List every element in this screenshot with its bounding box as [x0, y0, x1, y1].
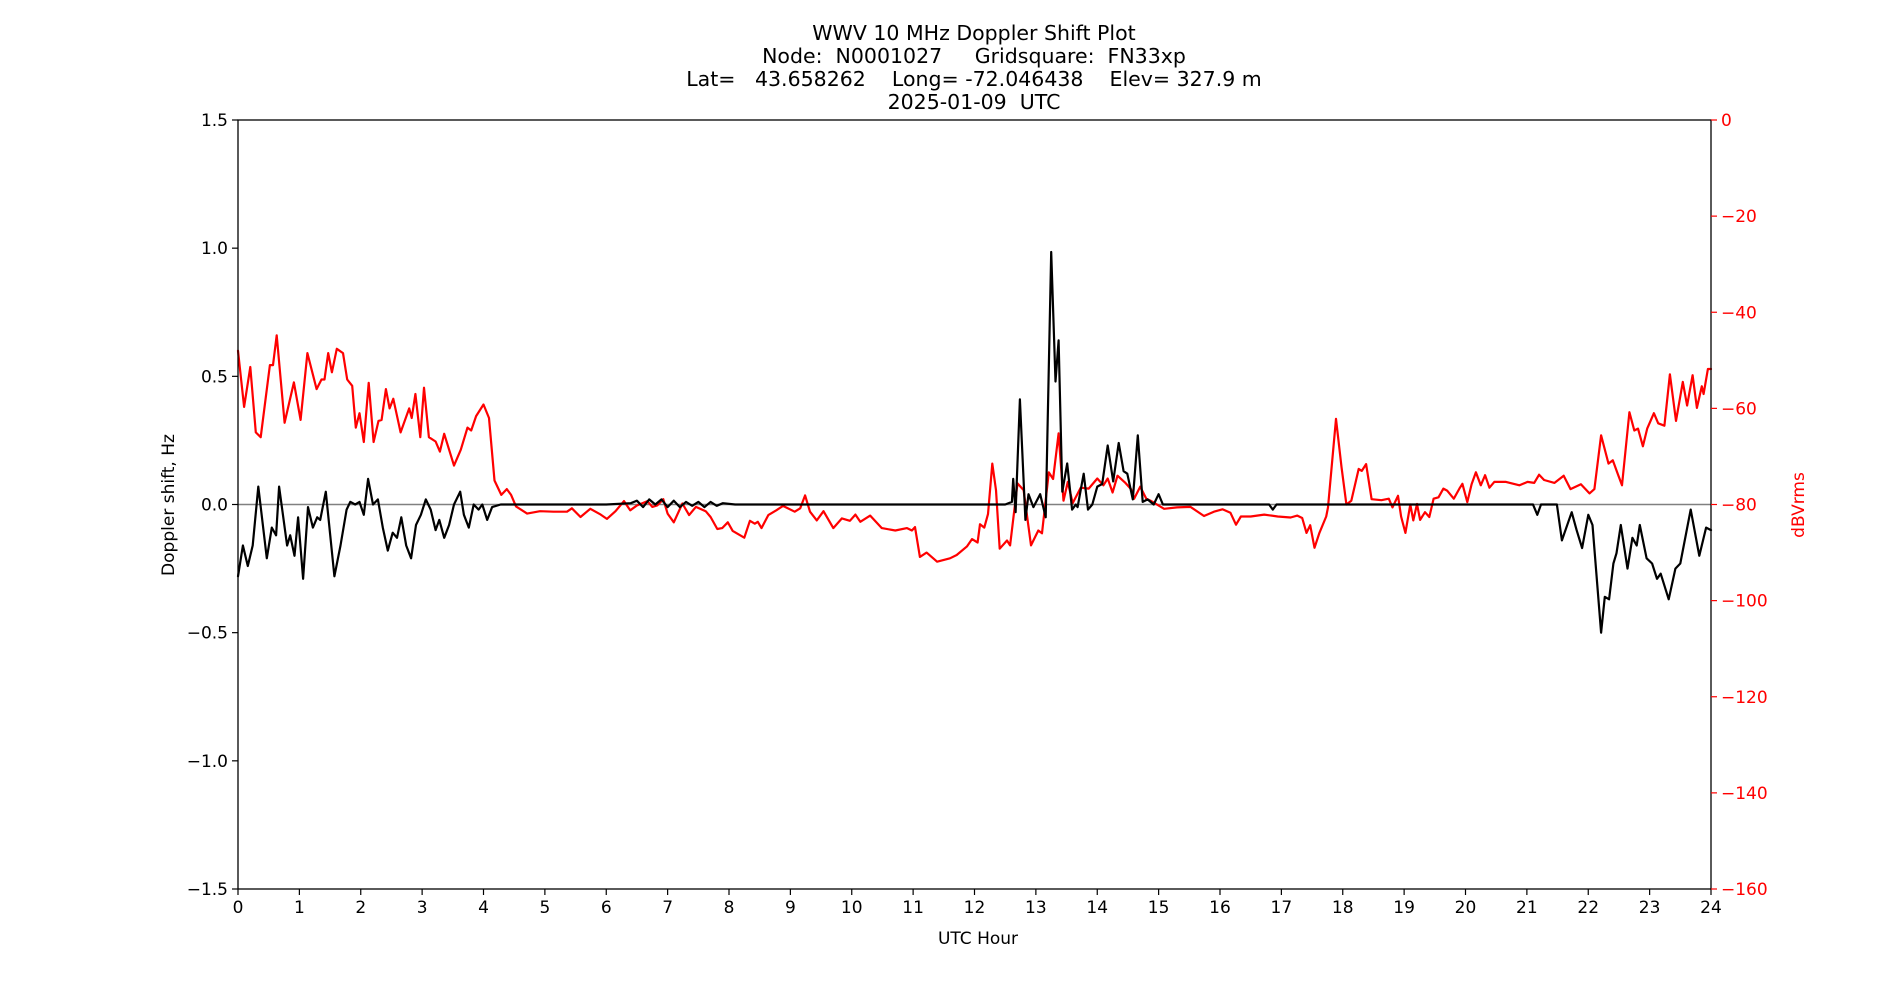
- x-tick-label: 12: [964, 898, 986, 918]
- x-tick-label: 5: [539, 898, 550, 918]
- x-tick-label: 1: [294, 898, 305, 918]
- x-tick-label: 13: [1025, 898, 1047, 918]
- x-tick-label: 16: [1209, 898, 1231, 918]
- y-tick-label-left: −0.5: [187, 624, 228, 644]
- signal-level-series: [236, 334, 1713, 563]
- x-tick-label: 15: [1148, 898, 1170, 918]
- y-tick-label-left: −1.0: [187, 752, 228, 772]
- y-tick-label-right: −80: [1721, 496, 1757, 516]
- x-tick-label: 0: [233, 898, 244, 918]
- x-tick-label: 18: [1332, 898, 1354, 918]
- x-tick-label: 17: [1271, 898, 1293, 918]
- x-tick-label: 9: [785, 898, 796, 918]
- x-tick-label: 6: [601, 898, 612, 918]
- y-axis-right-label: dBVrms: [1789, 472, 1809, 538]
- x-tick-label: 3: [417, 898, 428, 918]
- chart-title: WWV 10 MHz Doppler Shift Plot: [812, 21, 1136, 45]
- y-tick-label-left: 1.0: [201, 239, 228, 259]
- x-tick-label: 4: [478, 898, 489, 918]
- y-tick-label-right: −120: [1721, 688, 1768, 708]
- x-axis-label: UTC Hour: [938, 929, 1018, 949]
- y-axis-left: 1.5 1.0 0.5 0.0 −0.5 −1.0 −1.5: [187, 111, 238, 900]
- location-info: Lat= 43.658262 Long= -72.046438 Elev= 32…: [686, 67, 1262, 91]
- y-tick-label-left: −1.5: [187, 880, 228, 900]
- date-info: 2025-01-09 UTC: [887, 90, 1061, 114]
- x-tick-label: 21: [1516, 898, 1538, 918]
- x-tick-label: 10: [841, 898, 863, 918]
- x-tick-label: 2: [355, 898, 366, 918]
- y-tick-label-left: 0.0: [201, 496, 228, 516]
- y-tick-label-right: −160: [1721, 880, 1768, 900]
- x-tick-label: 20: [1455, 898, 1477, 918]
- y-tick-label-right: −100: [1721, 592, 1768, 612]
- x-tick-label: 22: [1577, 898, 1599, 918]
- y-tick-label-right: −140: [1721, 784, 1768, 804]
- x-axis: 0 1 2 3 4 5 6 7 8 9 10 11 12 13 14 15 16 17 18 19 20 21 22 23 24: [233, 889, 1722, 918]
- chart-title-block: WWV 10 MHz Doppler Shift Plot Node: N000…: [0, 22, 1900, 114]
- x-tick-label: 19: [1393, 898, 1415, 918]
- y-tick-label-right: −60: [1721, 399, 1757, 419]
- x-tick-label: 11: [902, 898, 924, 918]
- y-tick-label-left: 1.5: [201, 111, 228, 131]
- doppler-shift-series: [236, 250, 1713, 634]
- y-tick-label-right: −40: [1721, 303, 1757, 323]
- x-tick-label: 14: [1086, 898, 1108, 918]
- y-axis-right: 0 −20 −40 −60 −80 −100 −120 −140 −160: [1711, 111, 1768, 900]
- x-tick-label: 24: [1700, 898, 1722, 918]
- x-tick-label: 23: [1639, 898, 1661, 918]
- y-tick-label-right: −20: [1721, 207, 1757, 227]
- x-tick-label: 7: [662, 898, 673, 918]
- x-tick-label: 8: [724, 898, 735, 918]
- y-tick-label-left: 0.5: [201, 367, 228, 387]
- y-tick-label-right: 0: [1721, 111, 1732, 131]
- node-info: Node: N0001027 Gridsquare: FN33xp: [762, 44, 1186, 68]
- y-axis-left-label: Doppler shift, Hz: [159, 434, 179, 576]
